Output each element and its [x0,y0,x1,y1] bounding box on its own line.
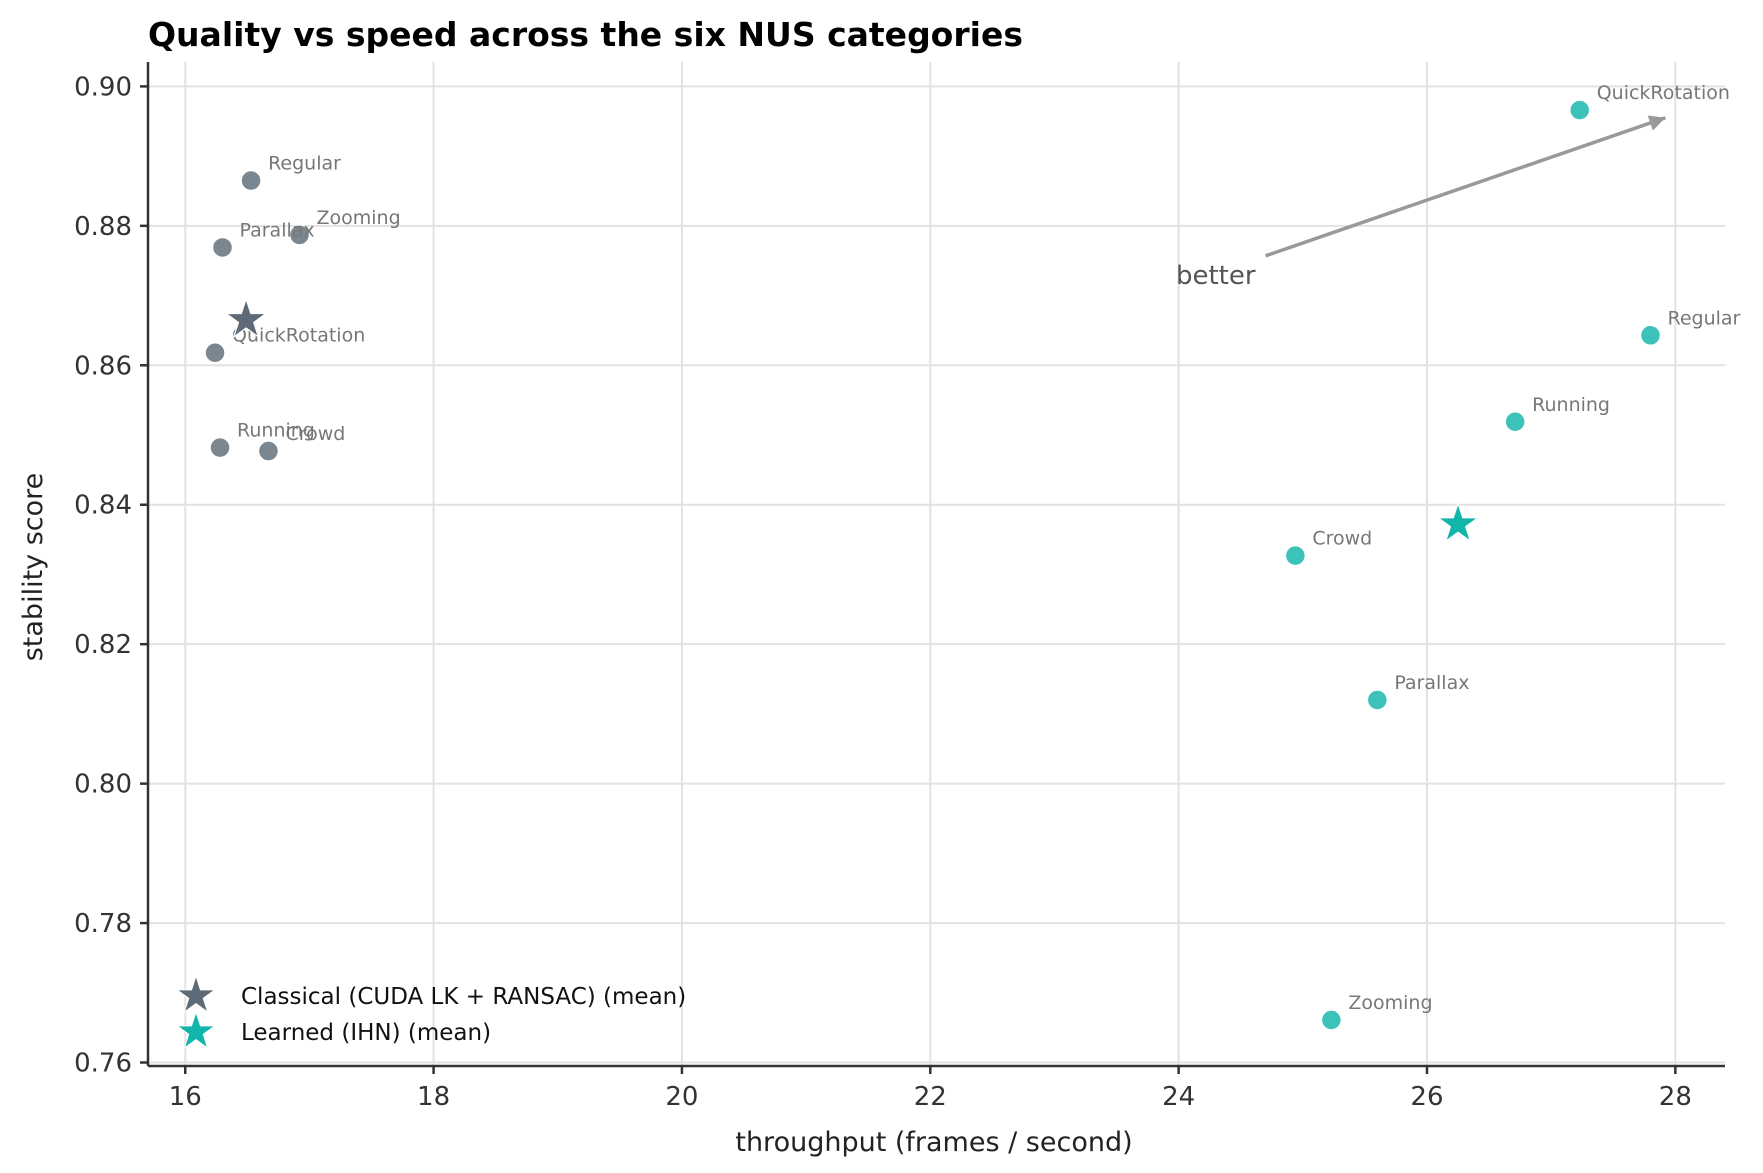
data-point [211,236,234,259]
data-point [1504,411,1526,433]
y-tick-label: 0.88 [74,212,132,242]
data-points [204,99,1662,1031]
y-tick-label: 0.78 [74,909,132,939]
y-tick-label: 0.86 [74,351,132,381]
data-point [1366,689,1389,711]
data-point [1568,99,1591,121]
point-label: Zooming [1348,992,1432,1014]
x-tick-label: 18 [417,1082,450,1112]
x-tick-label: 22 [914,1082,947,1112]
point-label: Running [237,420,315,442]
data-point [257,440,280,462]
point-label: Zooming [316,207,400,229]
better-annotation: better [224,115,1666,543]
data-point [1284,544,1307,567]
point-label: Regular [1667,307,1740,329]
x-tick-label: 20 [665,1082,698,1112]
data-point [1639,324,1662,347]
better-label: better [1176,261,1256,291]
y-tick-label: 0.90 [74,72,132,102]
x-tick-label: 26 [1410,1082,1443,1112]
x-tick-label: 24 [1162,1082,1195,1112]
axes: 16 18 20 22 24 26 28 0.76 0.78 0.80 0.82 0.84 0.86 0.… [74,62,1725,1112]
point-label: Crowd [1312,528,1372,550]
y-axis-label: stability score [18,473,49,662]
x-tick-label: 16 [169,1082,202,1112]
y-tick-label: 0.76 [74,1049,132,1079]
mean-star-marker [224,297,268,339]
data-point [204,341,226,364]
data-point [1320,1009,1343,1031]
grid-lines [148,62,1725,1066]
point-label: Parallax [240,219,315,241]
y-tick-label: 0.82 [74,630,132,660]
y-tick-label: 0.80 [74,770,132,800]
better-arrow [1264,116,1666,258]
legend: Classical (CUDA LK + RANSAC) (mean) Learn… [175,974,686,1050]
legend-marker [175,1010,217,1050]
y-tick-label: 0.84 [74,491,132,521]
data-point [240,169,262,192]
point-labels: RegularZoomingParallaxQuickRotationRunni… [232,82,1741,1014]
point-label: Parallax [1394,672,1469,694]
data-point [288,224,311,246]
point-label: QuickRotation [1597,82,1730,104]
better-arrow-head [1647,115,1666,131]
point-label: Crowd [285,423,345,445]
legend-marker [175,974,217,1014]
point-label: QuickRotation [232,325,365,347]
mean-star-marker [1436,501,1480,543]
point-label: Regular [268,153,341,175]
legend-label: Learned (IHN) (mean) [241,1020,491,1046]
x-axis-label: throughput (frames / second) [735,1127,1132,1158]
legend-label: Classical (CUDA LK + RANSAC) (mean) [241,984,686,1010]
data-point [209,436,231,459]
point-label: Running [1532,394,1610,416]
x-tick-label: 28 [1659,1082,1692,1112]
chart-title: Quality vs speed across the six NUS cate… [148,15,1023,54]
